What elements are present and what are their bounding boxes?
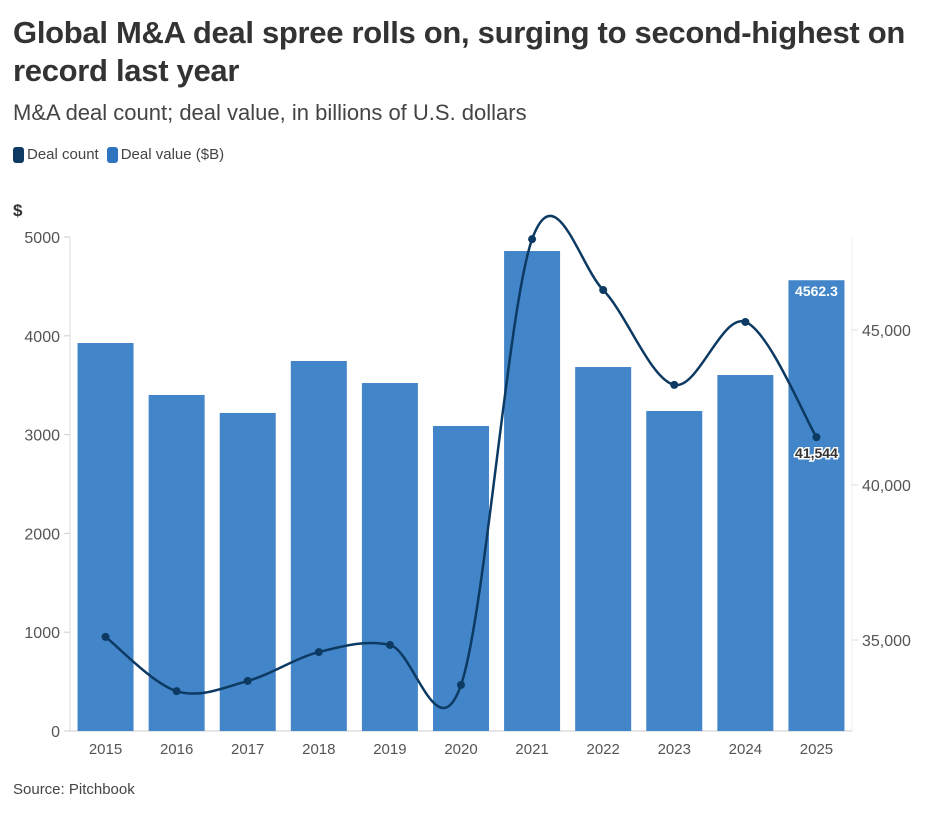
bar-2018 (290, 360, 347, 731)
bar-2015 (77, 343, 134, 731)
deal-count-point-2017 (243, 676, 252, 685)
left-tick-label: 5000 (24, 230, 60, 247)
chart-title: Global M&A deal spree rolls on, surging … (13, 15, 905, 88)
deal-count-point-2018 (314, 648, 323, 657)
deal-count-point-2015 (101, 632, 110, 641)
bar-2023 (646, 410, 703, 731)
x-tick-label: 2019 (373, 741, 406, 758)
x-tick-label: 2020 (444, 741, 477, 758)
right-tick-label: 35,000 (862, 633, 911, 650)
x-tick-label: 2022 (586, 741, 619, 758)
source-note: Source: Pitchbook (13, 781, 135, 798)
legend-label: Deal value ($B) (120, 146, 225, 163)
x-tick-label: 2015 (89, 741, 122, 758)
x-tick-label: 2021 (515, 741, 548, 758)
bar-data-label: 4562.3 (795, 283, 838, 299)
deal-count-point-2021 (528, 235, 537, 244)
deal-count-point-2022 (599, 286, 608, 295)
legend: Deal count Deal value ($B) (13, 146, 224, 163)
left-tick-label: 0 (51, 724, 60, 741)
legend-item-deal-count[interactable]: Deal count (13, 146, 99, 163)
left-tick-label: 1000 (24, 625, 60, 642)
x-tick-label: 2018 (302, 741, 335, 758)
bar-2016 (148, 394, 205, 731)
x-tick-label: 2025 (800, 741, 833, 758)
left-tick-label: 3000 (24, 428, 60, 445)
deal-count-point-2020 (457, 680, 465, 689)
left-axis-label: $ (13, 201, 23, 220)
x-tick-label: 2024 (729, 741, 762, 758)
right-tick-label: 40,000 (862, 478, 911, 495)
legend-swatch-deal-count (13, 146, 24, 163)
bar-2022 (575, 367, 632, 731)
bar-2025 (788, 280, 845, 731)
bar-2024 (717, 375, 774, 731)
bar-2021 (504, 251, 561, 731)
bar-2020 (433, 426, 489, 731)
x-tick-label: 2016 (160, 741, 193, 758)
deal-count-point-2016 (172, 687, 181, 696)
left-tick-label: 2000 (24, 526, 60, 543)
x-tick-label: 2017 (231, 741, 264, 758)
legend-swatch-deal-value (106, 146, 118, 163)
x-tick-label: 2023 (658, 741, 691, 758)
bar-2019 (361, 383, 418, 731)
deal-count-point-2019 (385, 640, 394, 649)
deal-count-point-2024 (741, 317, 750, 326)
deal-count-point-2025 (812, 433, 821, 442)
right-tick-label: 45,000 (862, 323, 911, 340)
deal-count-point-2023 (670, 380, 679, 389)
chart-subtitle: M&A deal count; deal value, in billions … (13, 100, 527, 125)
legend-label: Deal count (27, 146, 99, 163)
left-tick-label: 4000 (24, 329, 60, 346)
legend-item-deal-value[interactable]: Deal value ($B) (106, 146, 225, 163)
line-data-label: 41,544 (795, 445, 838, 461)
